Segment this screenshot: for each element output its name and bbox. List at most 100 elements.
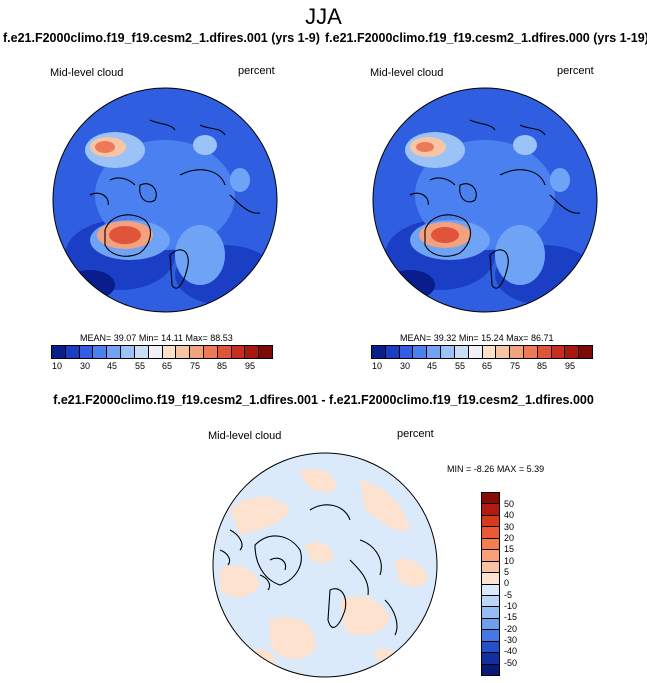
right-colorbar	[371, 345, 593, 359]
left-polar-map	[52, 87, 278, 313]
diff-tick-40: 40	[504, 510, 515, 520]
left-colorbar-swatch	[231, 346, 246, 358]
left-tick-10: 10	[51, 361, 62, 371]
right-colorbar-swatch	[372, 346, 386, 358]
right-colorbar-swatch	[385, 346, 400, 358]
left-colorbar-swatch	[203, 346, 218, 358]
diff-tick-neg30: -30	[504, 635, 518, 645]
left-max-value: 88.53	[210, 333, 233, 343]
right-max-value: 86.71	[530, 333, 554, 343]
right-colorbar-swatch	[565, 346, 580, 358]
left-tick-55: 55	[134, 361, 145, 371]
left-tick-30: 30	[79, 361, 90, 371]
left-units-label: percent	[238, 65, 275, 77]
diff-stats: MIN = -8.26 MAX = 5.39	[447, 464, 544, 474]
left-variable-label: Mid-level cloud	[50, 67, 124, 79]
diff-tick-15: 15	[504, 544, 515, 554]
diff-min-label: MIN =	[447, 464, 472, 474]
difference-colorbar-swatch	[482, 584, 499, 596]
right-colorbar-swatch	[551, 346, 566, 358]
right-stats: MEAN= 39.32 Min= 15.24 Max= 86.71	[400, 333, 553, 343]
difference-colorbar-swatch	[482, 527, 499, 539]
left-colorbar-swatch	[245, 346, 260, 358]
right-colorbar-swatch	[579, 346, 592, 358]
right-mean-value: 39.32	[433, 333, 457, 343]
right-colorbar-swatch	[510, 346, 524, 358]
difference-colorbar-swatch	[482, 641, 499, 654]
right-tick-45: 45	[426, 361, 437, 371]
left-colorbar-ticks: 10 30 45 55 65 75 85 95	[51, 361, 273, 373]
left-tick-85: 85	[216, 361, 227, 371]
difference-polar-map	[212, 452, 438, 678]
left-tick-95: 95	[244, 361, 255, 371]
left-colorbar-swatch	[259, 346, 272, 358]
right-colorbar-swatch	[468, 346, 483, 358]
difference-colorbar-swatch	[482, 653, 499, 665]
diff-tick-0: 0	[504, 578, 510, 588]
diff-tick-neg50: -50	[504, 658, 518, 668]
right-tick-85: 85	[536, 361, 547, 371]
left-colorbar-swatch	[148, 346, 163, 358]
right-colorbar-ticks: 10 30 45 55 65 75 85 95	[371, 361, 593, 373]
left-mean-label: MEAN=	[80, 333, 112, 343]
diff-tick-30: 30	[504, 522, 515, 532]
diff-units-label: percent	[397, 428, 434, 440]
right-colorbar-swatch	[427, 346, 442, 358]
page-title: JJA	[305, 4, 342, 29]
difference-colorbar	[481, 492, 500, 676]
difference-colorbar-swatch	[482, 504, 499, 516]
right-colorbar-swatch	[482, 346, 497, 358]
diff-tick-neg20: -20	[504, 624, 518, 634]
left-colorbar-swatch	[79, 346, 94, 358]
left-colorbar-swatch	[93, 346, 108, 358]
diff-tick-neg40: -40	[504, 646, 518, 656]
difference-colorbar-ticks: 50 40 30 20 15 10 5 0 -5 -10 -15 -20 -30…	[504, 492, 534, 682]
right-mean-label: MEAN=	[400, 333, 432, 343]
left-colorbar-swatch	[190, 346, 204, 358]
difference-title: f.e21.F2000climo.f19_f19.cesm2_1.dfires.…	[53, 393, 594, 407]
left-colorbar	[51, 345, 273, 359]
difference-colorbar-swatch	[482, 515, 499, 528]
right-colorbar-swatch	[537, 346, 552, 358]
left-colorbar-swatch	[134, 346, 149, 358]
diff-tick-20: 20	[504, 533, 515, 543]
right-colorbar-swatch	[399, 346, 414, 358]
left-min-value: 14.11	[161, 333, 183, 343]
difference-colorbar-swatch	[482, 550, 499, 562]
left-tick-75: 75	[189, 361, 200, 371]
right-tick-75: 75	[509, 361, 520, 371]
right-colorbar-swatch	[441, 346, 455, 358]
diff-tick-neg15: -15	[504, 612, 518, 622]
left-colorbar-swatch	[107, 346, 122, 358]
diff-tick-5: 5	[504, 567, 510, 577]
right-tick-95: 95	[564, 361, 575, 371]
case-title-right: f.e21.F2000climo.f19_f19.cesm2_1.dfires.…	[325, 31, 647, 45]
difference-colorbar-swatch	[482, 561, 499, 574]
left-tick-65: 65	[161, 361, 172, 371]
left-stats: MEAN= 39.07 Min= 14.11 Max= 88.53	[80, 333, 233, 343]
right-polar-map	[372, 87, 598, 313]
diff-tick-neg5: -5	[504, 590, 513, 600]
right-tick-65: 65	[481, 361, 492, 371]
left-colorbar-swatch	[52, 346, 66, 358]
right-max-label: Max=	[506, 333, 529, 343]
case-title-left: f.e21.F2000climo.f19_f19.cesm2_1.dfires.…	[3, 31, 320, 45]
right-colorbar-swatch	[454, 346, 469, 358]
left-colorbar-swatch	[121, 346, 135, 358]
difference-colorbar-swatch	[482, 618, 499, 631]
left-tick-45: 45	[106, 361, 117, 371]
left-colorbar-swatch	[217, 346, 232, 358]
diff-tick-10: 10	[504, 556, 515, 566]
diff-max-label: MAX =	[496, 464, 525, 474]
right-variable-label: Mid-level cloud	[370, 67, 444, 79]
right-colorbar-swatch	[523, 346, 538, 358]
left-colorbar-swatch	[65, 346, 80, 358]
difference-colorbar-swatch	[482, 493, 499, 505]
left-mean-value: 39.07	[113, 333, 137, 343]
right-colorbar-swatch	[496, 346, 511, 358]
difference-colorbar-swatch	[482, 573, 499, 585]
diff-tick-50: 50	[504, 499, 515, 509]
diff-tick-neg10: -10	[504, 601, 518, 611]
left-colorbar-swatch	[176, 346, 191, 358]
diff-max-value: 5.39	[526, 464, 545, 474]
